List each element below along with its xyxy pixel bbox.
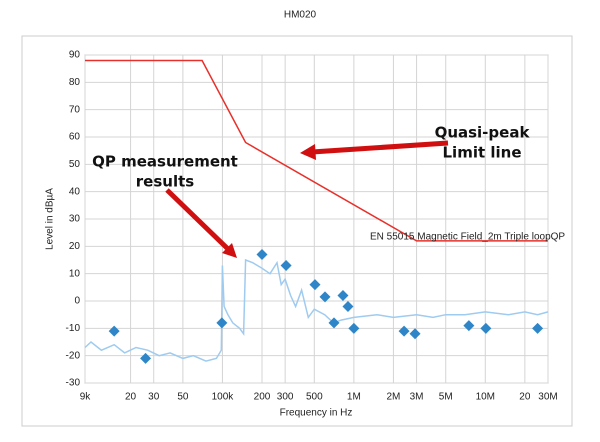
y-tick-label: -20 — [66, 350, 81, 361]
annotation: Limit line — [443, 144, 522, 162]
qp-marker — [337, 290, 349, 302]
annotation: Quasi-peak — [435, 124, 531, 142]
qp-marker — [463, 320, 475, 332]
x-tick-label: 3M — [410, 392, 424, 403]
qp-marker — [319, 291, 331, 303]
x-tick-label: 10M — [476, 392, 495, 403]
x-tick-label: 5M — [439, 392, 453, 403]
qp-marker — [409, 328, 421, 340]
arrow — [165, 188, 230, 251]
plot-area: -30 -20 -10 0 10 20 30 40 50 60 70 80 90 9k 20 30 50 100k… — [66, 50, 566, 403]
qp-marker — [309, 279, 321, 291]
y-tick-label: 40 — [69, 186, 81, 197]
qp-marker — [140, 352, 152, 364]
y-tick-label: 60 — [69, 132, 81, 143]
y-tick-label: 20 — [69, 241, 81, 252]
x-tick-label: 300 — [277, 392, 294, 403]
y-tick-label: 70 — [69, 104, 81, 115]
x-tick-label: 20 — [125, 392, 137, 403]
y-tick-label: 0 — [74, 296, 80, 307]
qp-marker — [108, 325, 120, 337]
series-line — [85, 59, 548, 242]
y-axis-label: Level in dBµA — [45, 188, 56, 250]
chart-frame — [21, 35, 573, 427]
x-tick-label: 50 — [177, 392, 189, 403]
x-tick-label: 500 — [306, 392, 323, 403]
qp-marker — [256, 249, 268, 261]
x-tick-label: 200 — [254, 392, 271, 403]
qp-marker — [348, 322, 360, 334]
qp-marker — [342, 300, 354, 312]
qp-marker — [532, 322, 544, 334]
annotation: QP measurement — [92, 153, 238, 171]
annotation: results — [136, 173, 194, 191]
qp-marker — [216, 317, 228, 329]
y-tick-label: 30 — [69, 214, 81, 225]
x-tick-label: 1M — [347, 392, 361, 403]
x-tick-label: 2M — [386, 392, 400, 403]
x-tick-label: 30 — [148, 392, 160, 403]
qp-marker — [328, 317, 340, 329]
chart-title: HM020 — [284, 10, 317, 21]
x-tick-label: 20 — [519, 392, 531, 403]
qp-marker — [280, 259, 292, 271]
y-tick-label: -10 — [66, 323, 81, 334]
x-tick-label: 100k — [212, 392, 235, 403]
series-line — [84, 258, 549, 362]
x-tick-label: 9k — [80, 392, 92, 403]
y-tick-label: -30 — [66, 378, 81, 389]
y-tick-label: 50 — [69, 159, 81, 170]
y-tick-label: 90 — [69, 50, 81, 61]
y-tick-label: 10 — [69, 268, 81, 279]
qp-marker — [398, 325, 410, 337]
annotation-arrows — [165, 140, 449, 258]
qp-marker — [480, 322, 492, 334]
x-tick-label: 30M — [538, 392, 557, 403]
y-tick-label: 80 — [69, 77, 81, 88]
series-label: EN 55015 Magnetic Field_2m Triple loopQP — [370, 232, 565, 243]
arrow — [311, 140, 449, 155]
x-axis-label: Frequency in Hz — [280, 408, 353, 419]
arrow-head — [222, 243, 237, 258]
arrow-head — [300, 144, 316, 160]
